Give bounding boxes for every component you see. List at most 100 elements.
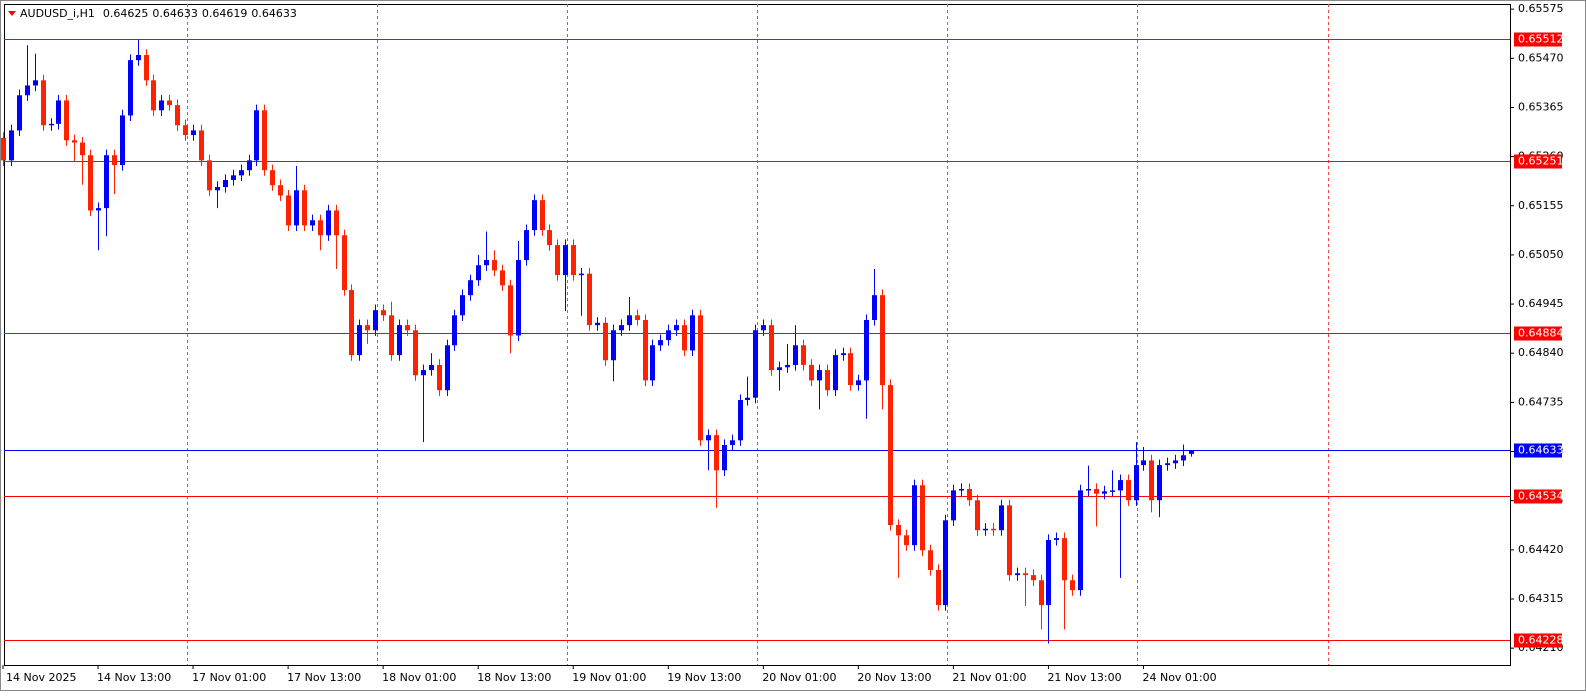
candle-body [1086, 488, 1091, 491]
candle-body [745, 397, 750, 401]
y-tick-label: 0.65575 [1518, 2, 1564, 15]
candle-body [1078, 490, 1083, 591]
candle-body [405, 325, 410, 331]
level-label: 0.65251 [1514, 154, 1564, 169]
symbol: AUDUSD_i,H1 [20, 7, 95, 20]
candle-body [880, 295, 885, 386]
level-label: 0.64534 [1514, 489, 1564, 504]
candle-body [809, 364, 814, 381]
y-tick-label: 0.65050 [1518, 248, 1564, 261]
candle-body [508, 285, 513, 336]
candle-body [698, 315, 703, 441]
candle-body [56, 100, 61, 124]
candle-body [159, 100, 164, 111]
candle-body [9, 130, 14, 161]
candle-body [658, 340, 663, 346]
x-tick-label: 19 Nov 13:00 [667, 671, 741, 684]
candle-body [1015, 573, 1020, 576]
x-tick-label: 17 Nov 01:00 [192, 671, 266, 684]
candle-body [864, 319, 869, 381]
x-tick-label: 18 Nov 01:00 [382, 671, 456, 684]
candle-body [1189, 450, 1194, 454]
candle-body [888, 385, 893, 526]
candle-body [785, 364, 790, 368]
candle-body [136, 55, 141, 61]
candle-body [223, 180, 228, 188]
candle-body [579, 273, 584, 276]
level-label-bg [1514, 633, 1562, 648]
candle-body [342, 235, 347, 291]
candle-body [1102, 491, 1107, 494]
x-tick-label: 14 Nov 13:00 [97, 671, 171, 684]
candle-body [1062, 538, 1067, 581]
collapse-icon[interactable] [8, 11, 16, 16]
candle-body [1070, 580, 1075, 591]
candle-body [571, 245, 576, 276]
candle-body [429, 364, 434, 371]
candle-body [437, 364, 442, 391]
candle-body [80, 142, 85, 156]
candle-body [365, 325, 370, 331]
y-tick-label: 0.65365 [1518, 100, 1564, 113]
candles [1, 39, 1194, 644]
candle-body [904, 535, 909, 546]
level-label-text: 0.64228 [1518, 634, 1564, 647]
candle-body [706, 435, 711, 441]
candle-body [793, 345, 798, 365]
candle-body [959, 488, 964, 491]
open-value: 0.64625 [103, 7, 149, 20]
candle-body [635, 315, 640, 320]
x-tick-label: 21 Nov 01:00 [952, 671, 1026, 684]
candle-body [1039, 580, 1044, 606]
candle-body [856, 380, 861, 386]
candle-body [532, 200, 537, 231]
candle-body [41, 80, 46, 126]
candle-body [975, 500, 980, 531]
candle-body [64, 100, 69, 141]
candle-body [326, 210, 331, 236]
candle-body [286, 195, 291, 226]
candle-body [690, 315, 695, 351]
candle-body [144, 55, 149, 81]
candle-body [920, 485, 925, 551]
x-tick-label: 20 Nov 13:00 [857, 671, 931, 684]
candle-body [967, 488, 972, 501]
level-label-bg [1514, 489, 1562, 504]
candle-body [682, 325, 687, 351]
candle-body [951, 490, 956, 521]
candle-body [207, 160, 212, 191]
candle-body [650, 345, 655, 381]
y-tick-label: 0.64840 [1518, 346, 1564, 359]
high-value: 0.64633 [152, 7, 198, 20]
candle-body [262, 110, 267, 171]
candle-body [247, 160, 252, 171]
candle-body [825, 370, 830, 391]
candle-body [674, 325, 679, 331]
candle-body [738, 400, 743, 441]
candle-body [484, 260, 489, 266]
candle-body [17, 95, 22, 131]
y-tick-label: 0.64945 [1518, 297, 1564, 310]
candle-body [104, 155, 109, 209]
candle-body [841, 353, 846, 356]
candle-body [334, 210, 339, 236]
candle-body [666, 330, 671, 341]
level-label-bg [1514, 154, 1562, 169]
y-tick-label: 0.64420 [1518, 543, 1564, 556]
candle-body [619, 325, 624, 331]
candle-body [120, 115, 125, 166]
level-label: 0.64228 [1514, 633, 1564, 648]
level-label-text: 0.64534 [1518, 490, 1564, 503]
candle-body [128, 60, 133, 116]
candle-body [943, 520, 948, 606]
x-tick-label: 17 Nov 13:00 [287, 671, 361, 684]
candle-body [421, 370, 426, 376]
candle-body [769, 325, 774, 371]
candle-body [254, 110, 259, 161]
y-tick-label: 0.65470 [1518, 51, 1564, 64]
candle-body [500, 270, 505, 286]
candle-body [349, 290, 354, 356]
candle-body [1023, 573, 1028, 576]
candle-body [587, 273, 592, 326]
